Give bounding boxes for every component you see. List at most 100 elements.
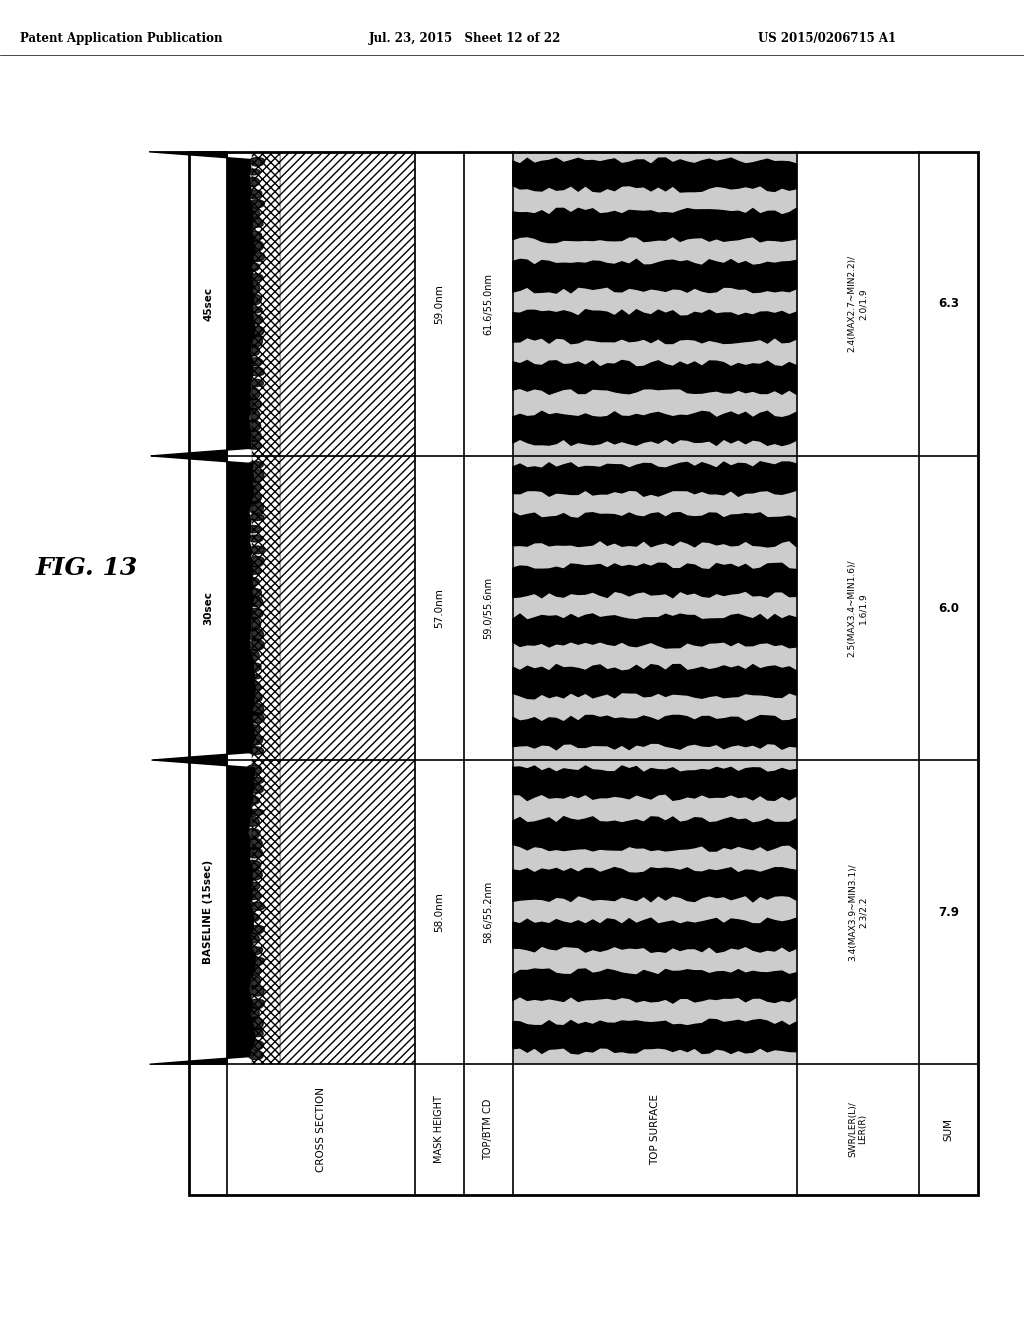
Polygon shape bbox=[248, 597, 263, 606]
Polygon shape bbox=[246, 861, 261, 870]
Polygon shape bbox=[248, 358, 263, 366]
Text: FIG. 13: FIG. 13 bbox=[36, 556, 138, 579]
Bar bbox=[513, 152, 797, 455]
Polygon shape bbox=[247, 441, 262, 449]
Polygon shape bbox=[250, 546, 264, 553]
Text: Patent Application Publication: Patent Application Publication bbox=[20, 32, 223, 45]
Polygon shape bbox=[248, 462, 263, 469]
Polygon shape bbox=[246, 618, 261, 631]
Polygon shape bbox=[248, 218, 263, 227]
Polygon shape bbox=[250, 157, 265, 166]
Polygon shape bbox=[248, 335, 262, 347]
Polygon shape bbox=[246, 675, 261, 678]
Polygon shape bbox=[247, 482, 261, 492]
Text: CROSS SECTION: CROSS SECTION bbox=[316, 1086, 326, 1172]
Text: SUM: SUM bbox=[943, 1118, 953, 1140]
Polygon shape bbox=[250, 902, 264, 911]
Polygon shape bbox=[150, 760, 256, 1064]
Polygon shape bbox=[249, 809, 264, 816]
Polygon shape bbox=[513, 412, 797, 446]
Text: 59.0/55.6nm: 59.0/55.6nm bbox=[483, 577, 494, 639]
Text: 57.0nm: 57.0nm bbox=[434, 589, 444, 628]
Polygon shape bbox=[246, 681, 261, 690]
Bar bbox=[227, 760, 415, 1064]
Polygon shape bbox=[245, 408, 260, 421]
Polygon shape bbox=[249, 513, 264, 520]
Polygon shape bbox=[248, 847, 263, 858]
Bar bbox=[513, 455, 797, 760]
Polygon shape bbox=[513, 919, 797, 953]
Polygon shape bbox=[249, 628, 263, 640]
Polygon shape bbox=[152, 455, 256, 760]
Text: BASELINE (15sec): BASELINE (15sec) bbox=[204, 861, 213, 964]
Polygon shape bbox=[249, 704, 264, 715]
Bar bbox=[513, 152, 797, 455]
Polygon shape bbox=[248, 315, 263, 325]
Bar bbox=[252, 760, 280, 1064]
Polygon shape bbox=[513, 1019, 797, 1053]
Polygon shape bbox=[245, 796, 260, 804]
Polygon shape bbox=[513, 664, 797, 698]
Polygon shape bbox=[513, 715, 797, 750]
Polygon shape bbox=[247, 764, 261, 776]
Polygon shape bbox=[245, 388, 260, 400]
Bar bbox=[513, 760, 797, 1064]
Polygon shape bbox=[249, 379, 263, 387]
Text: 2.4(MAX2.7~MIN2.2)/
2.0/1.9: 2.4(MAX2.7~MIN2.2)/ 2.0/1.9 bbox=[848, 255, 867, 352]
Polygon shape bbox=[247, 494, 261, 503]
Polygon shape bbox=[248, 946, 262, 954]
Polygon shape bbox=[247, 566, 261, 574]
Polygon shape bbox=[245, 169, 260, 176]
Polygon shape bbox=[245, 578, 259, 586]
Text: SWR/LER(L)/
LER(R): SWR/LER(L)/ LER(R) bbox=[848, 1102, 867, 1158]
Polygon shape bbox=[513, 209, 797, 243]
Polygon shape bbox=[513, 360, 797, 395]
Polygon shape bbox=[249, 986, 264, 997]
Polygon shape bbox=[247, 589, 261, 598]
Text: TOP SURFACE: TOP SURFACE bbox=[649, 1094, 659, 1166]
Text: 59.0nm: 59.0nm bbox=[434, 284, 444, 323]
Polygon shape bbox=[249, 326, 264, 337]
Polygon shape bbox=[247, 870, 262, 880]
Polygon shape bbox=[246, 420, 261, 432]
Polygon shape bbox=[247, 294, 262, 305]
Polygon shape bbox=[247, 190, 262, 199]
Polygon shape bbox=[247, 231, 261, 242]
Polygon shape bbox=[245, 913, 259, 921]
Polygon shape bbox=[246, 975, 260, 987]
Text: 58.0nm: 58.0nm bbox=[434, 892, 444, 932]
Polygon shape bbox=[245, 725, 260, 735]
Bar bbox=[189, 152, 978, 1195]
Polygon shape bbox=[245, 649, 259, 661]
Text: 2.5(MAX3.4~MIN1.6)/
1.6/1.9: 2.5(MAX3.4~MIN1.6)/ 1.6/1.9 bbox=[848, 560, 867, 657]
Polygon shape bbox=[245, 207, 260, 218]
Text: 61.6/55.0nm: 61.6/55.0nm bbox=[483, 273, 494, 335]
Text: US 2015/0206715 A1: US 2015/0206715 A1 bbox=[758, 32, 896, 45]
Polygon shape bbox=[513, 512, 797, 546]
Polygon shape bbox=[247, 399, 261, 409]
Polygon shape bbox=[513, 462, 797, 496]
Polygon shape bbox=[248, 1027, 263, 1036]
Polygon shape bbox=[247, 306, 262, 313]
Polygon shape bbox=[249, 470, 264, 482]
Polygon shape bbox=[248, 735, 263, 744]
Polygon shape bbox=[245, 263, 260, 271]
Bar bbox=[227, 455, 415, 760]
Polygon shape bbox=[249, 777, 264, 784]
Bar bbox=[227, 152, 415, 455]
Polygon shape bbox=[250, 925, 264, 935]
Text: 30sec: 30sec bbox=[204, 591, 213, 626]
Polygon shape bbox=[245, 882, 260, 891]
Bar bbox=[189, 152, 978, 1195]
Polygon shape bbox=[247, 838, 262, 849]
Polygon shape bbox=[249, 240, 263, 251]
Polygon shape bbox=[245, 281, 259, 294]
Polygon shape bbox=[248, 273, 263, 281]
Text: TOP/BTM CD: TOP/BTM CD bbox=[483, 1098, 494, 1160]
Text: 7.9: 7.9 bbox=[938, 906, 958, 919]
Polygon shape bbox=[250, 367, 264, 376]
Polygon shape bbox=[249, 1051, 263, 1060]
Polygon shape bbox=[246, 525, 261, 533]
Polygon shape bbox=[246, 430, 261, 441]
Polygon shape bbox=[245, 177, 260, 186]
